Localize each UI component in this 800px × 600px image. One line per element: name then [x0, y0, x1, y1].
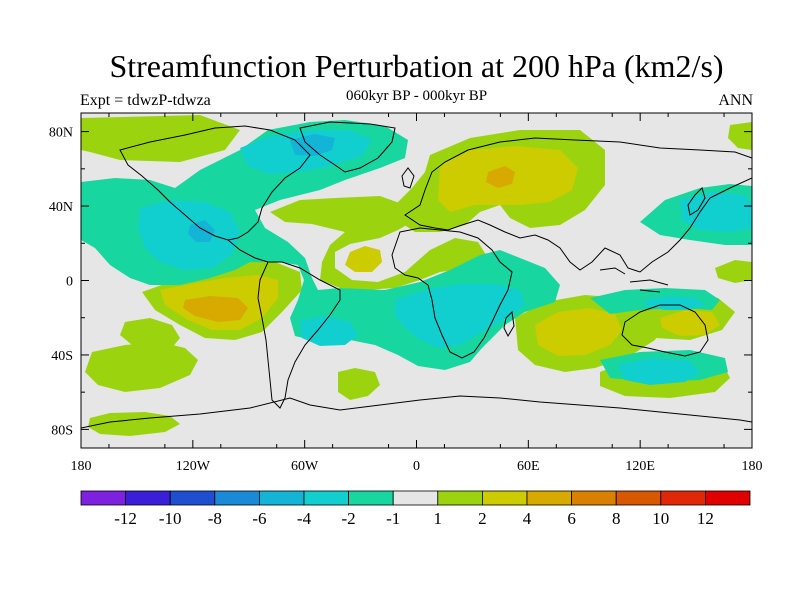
latitude-axis: 80N 40N 0 40S 80S	[49, 126, 752, 438]
colorbar: -12 -10 -8 -6 -4 -2 -1 1 2 4 6 8 10 12	[80, 490, 751, 528]
lat-tick-label: 80S	[51, 423, 73, 438]
colorbar-label: -2	[342, 509, 356, 528]
lat-tick-label: 40S	[51, 349, 73, 364]
colorbar-swatch	[169, 490, 216, 506]
colorbar-swatch	[660, 490, 706, 506]
colorbar-swatch	[80, 490, 126, 506]
contour-positive-4	[183, 166, 515, 322]
colorbar-label: -6	[252, 509, 266, 528]
colorbar-swatch	[303, 490, 349, 506]
colorbar-swatch	[392, 490, 439, 506]
colorbar-label: 8	[612, 509, 621, 528]
colorbar-label: 2	[478, 509, 487, 528]
colorbar-label: -10	[159, 509, 182, 528]
page-title: Streamfunction Perturbation at 200 hPa (…	[109, 48, 724, 84]
season-label: ANN	[718, 92, 753, 109]
colorbar-label: -4	[297, 509, 312, 528]
lat-tick-label: 40N	[49, 200, 73, 215]
colorbar-label: 1	[434, 509, 443, 528]
lon-tick-label: 180	[742, 459, 763, 474]
contour-fields	[81, 115, 752, 436]
lon-tick-label: 180	[71, 459, 92, 474]
colorbar-swatch	[125, 490, 171, 506]
lon-tick-label: 120E	[625, 459, 655, 474]
colorbar-label: 6	[567, 509, 576, 528]
colorbar-swatch	[571, 490, 617, 506]
colorbar-label: 12	[697, 509, 714, 528]
colorbar-label: -12	[114, 509, 137, 528]
experiment-label: Expt = tdwzP-tdwza	[80, 92, 211, 109]
contour-negative-4	[188, 134, 335, 242]
lon-tick-label: 120W	[176, 459, 211, 474]
colorbar-swatch	[705, 490, 751, 506]
colorbar-label: 4	[523, 509, 532, 528]
lon-tick-label: 60E	[517, 459, 540, 474]
colorbar-swatch	[437, 490, 483, 506]
subtitle: 060kyr BP - 000kyr BP	[345, 88, 488, 104]
colorbar-swatch	[481, 490, 528, 506]
colorbar-label: -1	[386, 509, 400, 528]
lat-tick-label: 0	[66, 275, 73, 290]
lon-tick-label: 0	[413, 459, 420, 474]
lon-tick-label: 60W	[291, 459, 319, 474]
colorbar-label: 10	[652, 509, 669, 528]
coastlines	[81, 121, 752, 429]
longitude-axis: 180 120W 60W 0 60E 120E 180	[71, 113, 763, 474]
colorbar-swatch	[258, 490, 305, 506]
colorbar-swatch	[526, 490, 572, 506]
colorbar-swatch	[348, 490, 394, 506]
colorbar-swatch	[214, 490, 260, 506]
lat-tick-label: 80N	[49, 126, 73, 141]
colorbar-label: -8	[208, 509, 222, 528]
colorbar-swatch	[615, 490, 662, 506]
